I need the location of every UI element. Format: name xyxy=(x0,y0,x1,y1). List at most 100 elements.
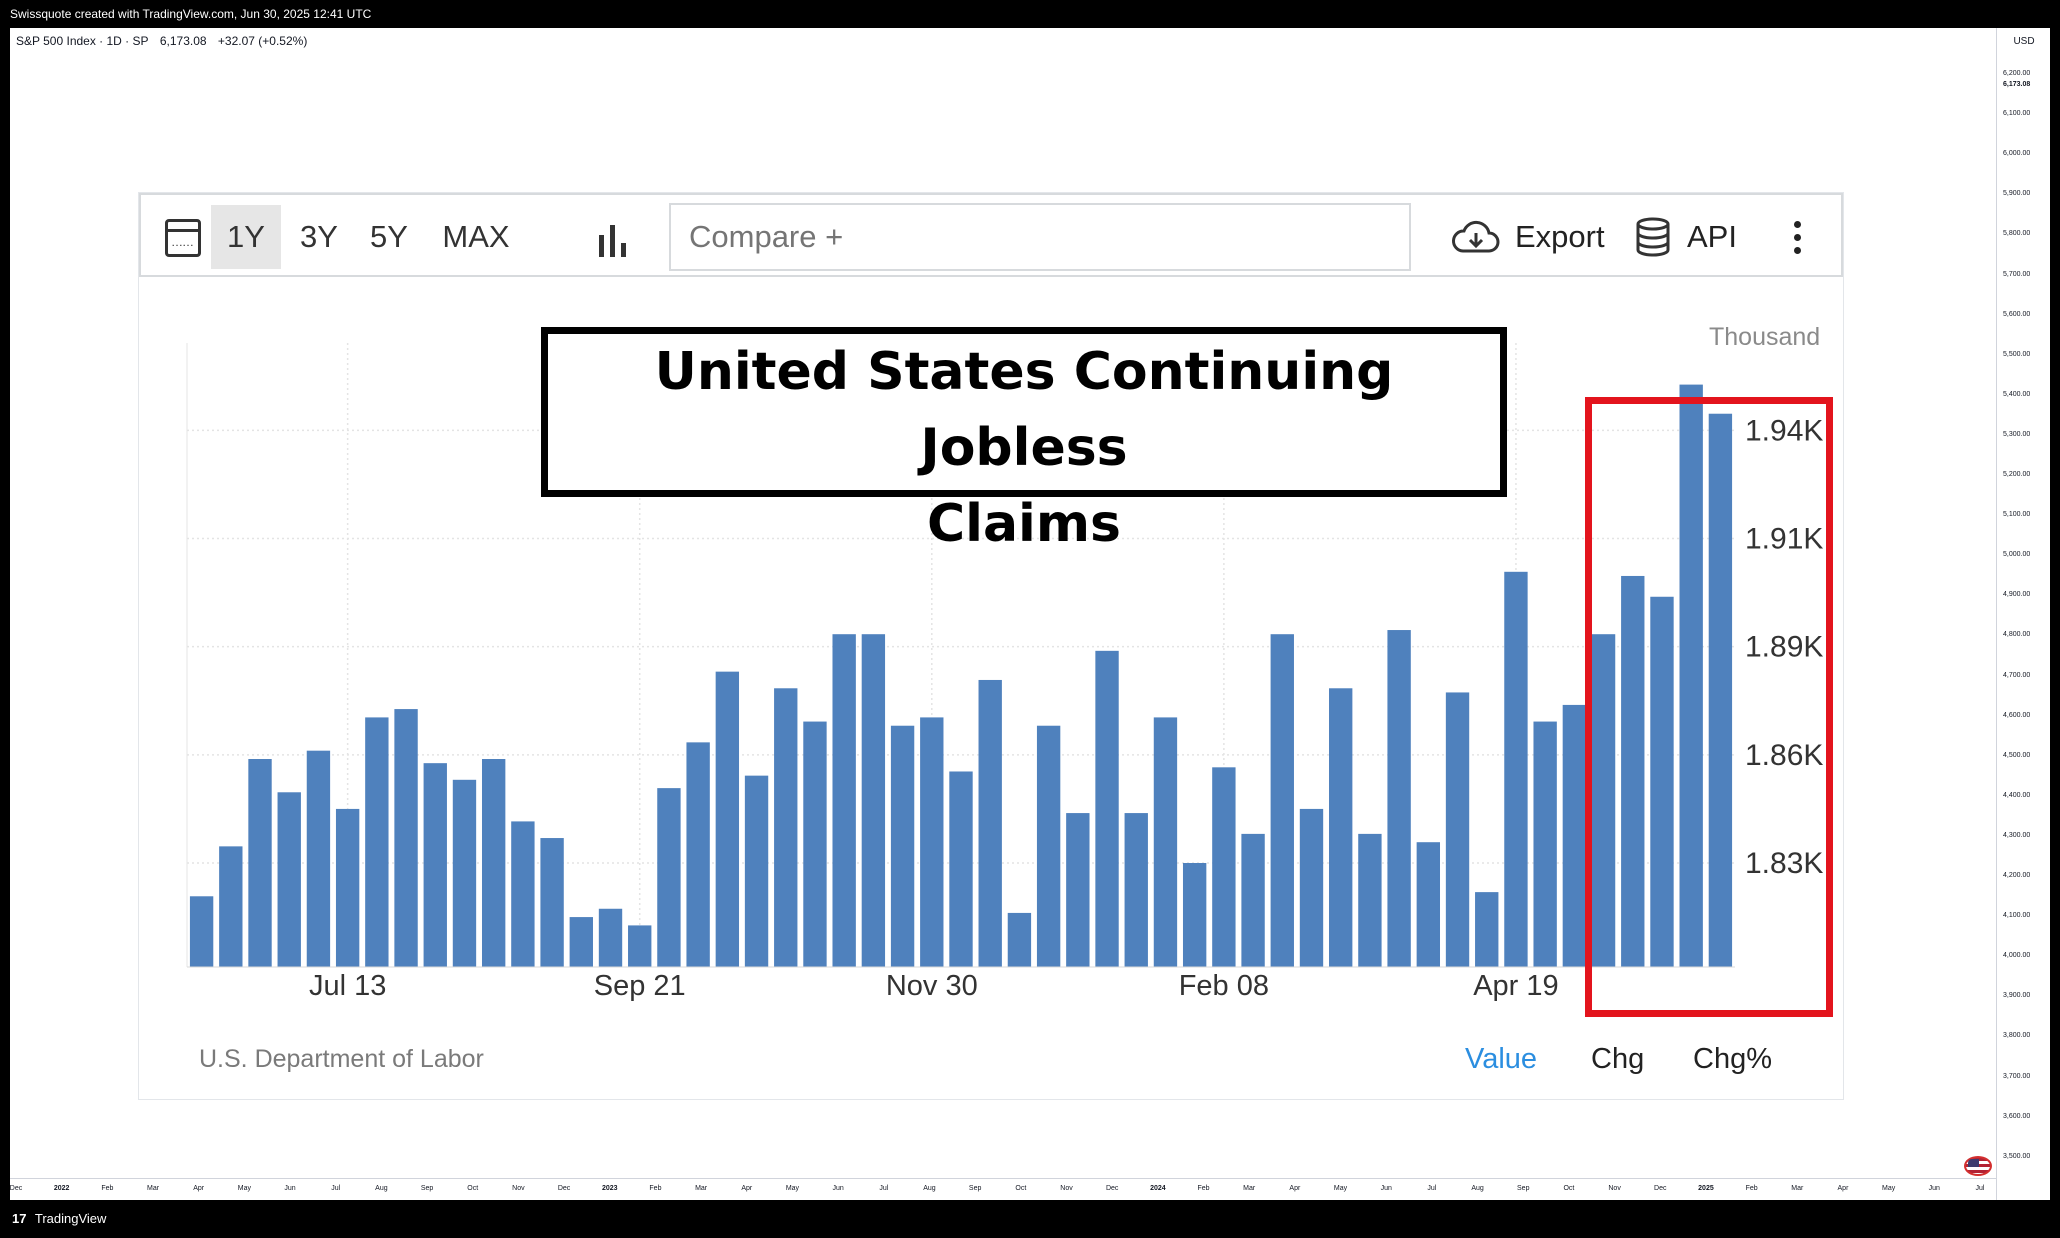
bar xyxy=(1445,692,1470,967)
bar xyxy=(1124,813,1148,967)
time-tick-label: Oct xyxy=(1563,1185,1575,1192)
bar xyxy=(335,808,360,967)
price-tick-label: 4,800.00 xyxy=(2003,631,2031,639)
price-tick-label: 5,800.00 xyxy=(2003,230,2031,238)
snapshot-header: Swissquote created with TradingView.com,… xyxy=(0,0,2060,28)
price-tick-label: 5,200.00 xyxy=(2003,471,2031,478)
bar xyxy=(1241,833,1265,967)
y-tick-label: 1.89K xyxy=(1745,631,1823,664)
time-tick-label: Dec xyxy=(1654,1185,1667,1192)
bar xyxy=(1621,575,1645,967)
price-axis[interactable]: USD 6,173.08 6,200.00 6,100.00 6,000.00 5,9… xyxy=(1996,28,2050,1200)
time-tick-label: 2024 xyxy=(1150,1185,1166,1192)
bar xyxy=(715,671,740,967)
symbol-price: 6,173.08 xyxy=(159,34,207,48)
bar xyxy=(1066,813,1090,967)
bar xyxy=(1358,833,1382,967)
time-tick-label: Aug xyxy=(375,1185,388,1192)
time-tick-label: Jul xyxy=(331,1185,341,1192)
time-tick-label: 2025 xyxy=(1698,1185,1714,1192)
bar xyxy=(1387,630,1411,967)
time-tick-label: Feb xyxy=(1745,1185,1758,1192)
price-tick-label: 6,000.00 xyxy=(2003,150,2031,158)
time-tick-label: Apr xyxy=(193,1185,205,1192)
price-tick-label: 4,600.00 xyxy=(2003,711,2031,719)
chart-toolbar: 1Y 3Y 5Y MAX Compare + Export API xyxy=(139,193,1843,277)
bar xyxy=(920,717,944,967)
price-tick-label: 3,700.00 xyxy=(2003,1072,2031,1080)
time-tick-label: Jun xyxy=(1928,1185,1940,1192)
symbol-change: +32.07 (+0.52%) xyxy=(217,34,308,48)
embedded-chart-panel: 1Y 3Y 5Y MAX Compare + Export API xyxy=(138,192,1844,1100)
chart-type-icon[interactable] xyxy=(597,225,629,257)
bar xyxy=(861,634,886,967)
tab-chg-pct[interactable]: Chg% xyxy=(1693,1043,1772,1075)
symbol-name[interactable]: S&P 500 Index · 1D · SP xyxy=(16,34,149,48)
bar xyxy=(1153,717,1178,967)
range-5y-button[interactable]: 5Y xyxy=(370,219,408,254)
bar xyxy=(949,771,973,967)
bar xyxy=(452,779,477,967)
y-tick-label: 1.83K xyxy=(1745,847,1823,880)
bar xyxy=(248,759,272,967)
time-tick-label: Mar xyxy=(146,1185,160,1192)
currency-label[interactable]: USD xyxy=(2013,36,2035,47)
price-tick-label: 3,800.00 xyxy=(2003,1032,2031,1040)
bar xyxy=(1007,912,1032,967)
cloud-download-icon xyxy=(1452,220,1500,253)
range-3y-button[interactable]: 3Y xyxy=(300,219,338,254)
bar xyxy=(306,750,331,967)
price-tick-label: 6,200.00 xyxy=(2003,70,2031,77)
time-tick-label: Mar xyxy=(695,1185,708,1192)
time-tick-label: Mar xyxy=(1243,1185,1256,1192)
calendar-icon[interactable] xyxy=(165,219,201,257)
bar xyxy=(1562,704,1587,967)
tab-chg[interactable]: Chg xyxy=(1591,1043,1645,1075)
time-tick-label: May xyxy=(1882,1185,1896,1192)
time-tick-label: Jun xyxy=(1380,1185,1392,1192)
price-tick-label: 4,300.00 xyxy=(2003,831,2031,839)
range-1y-button[interactable]: 1Y xyxy=(211,205,281,269)
api-button[interactable]: API xyxy=(1635,205,1737,269)
time-tick-label: Nov xyxy=(512,1185,525,1192)
price-tick-label: 4,100.00 xyxy=(2003,912,2031,920)
bar xyxy=(657,788,681,967)
time-tick-label: Feb xyxy=(649,1185,662,1192)
compare-input[interactable]: Compare + xyxy=(669,203,1411,271)
tradingview-brand[interactable]: TradingView xyxy=(34,1211,107,1226)
price-tick-label: 5,600.00 xyxy=(2003,310,2031,318)
chart-title-overlay: United States Continuing Jobless Claims xyxy=(541,327,1507,554)
bar xyxy=(978,679,1002,967)
export-label: Export xyxy=(1515,219,1605,254)
database-icon xyxy=(1636,217,1670,257)
bar xyxy=(744,775,769,967)
price-tick-label: 3,900.00 xyxy=(2003,992,2031,1000)
price-tick-label: 3,500.00 xyxy=(2003,1152,2031,1160)
price-tick-label: 5,400.00 xyxy=(2003,390,2031,398)
snapshot-title: Swissquote created with TradingView.com,… xyxy=(10,7,372,21)
price-tick-label: 5,700.00 xyxy=(2003,270,2031,278)
export-button[interactable]: Export xyxy=(1451,205,1605,269)
chart-title-line-1: United States Continuing Jobless xyxy=(654,342,1394,478)
range-max-button[interactable]: MAX xyxy=(442,219,510,254)
bar xyxy=(219,846,243,967)
time-tick-label: May xyxy=(1333,1185,1348,1192)
source-label: U.S. Department of Labor xyxy=(199,1045,484,1073)
price-tick-label: 5,300.00 xyxy=(2003,430,2031,438)
bar xyxy=(1212,767,1236,967)
us-flag-icon xyxy=(1964,1156,1992,1176)
more-options-icon[interactable] xyxy=(1791,221,1803,255)
time-tick-label: Sep xyxy=(1517,1185,1530,1192)
api-label: API xyxy=(1687,219,1737,254)
tab-value[interactable]: Value xyxy=(1465,1043,1538,1075)
bar xyxy=(277,792,301,967)
time-axis[interactable]: Dec 2022 Feb Mar Apr May Jun Jul Aug Sep Oct Nov Dec… xyxy=(10,1178,1996,1200)
bar xyxy=(686,742,710,967)
bar xyxy=(1679,384,1703,968)
symbol-info: S&P 500 Index · 1D · SP 6,173.08 +32.07 … xyxy=(16,34,307,48)
price-tick-label: 4,500.00 xyxy=(2003,751,2031,759)
time-tick-label: Oct xyxy=(1015,1185,1027,1192)
price-tick-label: 4,000.00 xyxy=(2003,952,2031,960)
time-tick-label: Sep xyxy=(968,1185,982,1192)
bar xyxy=(423,763,447,967)
